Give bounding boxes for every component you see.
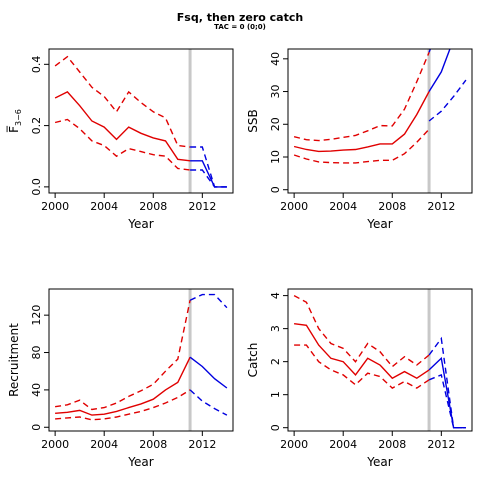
recruitment-panel-ylabel: Recruitment bbox=[7, 323, 21, 397]
f-panel-history-lower-line bbox=[54, 118, 191, 171]
recruitment-panel-xtick-label: 2012 bbox=[188, 438, 216, 451]
f-panel-history-median-line bbox=[54, 91, 191, 162]
catch-panel-xtick-label: 2000 bbox=[280, 438, 308, 451]
ssb-panel-ytick-label: 30 bbox=[269, 85, 282, 99]
catch-panel-ytick-label: 3 bbox=[269, 325, 282, 332]
catch-panel-ytick-label: 1 bbox=[269, 391, 282, 398]
catch-panel-ytick-label: 0 bbox=[269, 424, 282, 431]
f-panel-ylabel: F̅3−6 bbox=[6, 109, 23, 133]
ssb-panel-xtick-label: 2012 bbox=[427, 200, 455, 213]
catch-panel-frame bbox=[287, 288, 473, 432]
f-panel-xtick-label: 2000 bbox=[41, 200, 69, 213]
recruitment-panel-history-lower-line bbox=[55, 389, 191, 421]
recruitment-panel-history-median-line bbox=[55, 356, 191, 416]
ssb-panel-xtick-label: 2008 bbox=[378, 200, 406, 213]
f-panel-ytick-label: 0.2 bbox=[30, 117, 43, 134]
f-panel-projection-lower-line bbox=[190, 169, 227, 188]
f-panel-xtick-label: 2012 bbox=[188, 200, 216, 213]
ssb-panel-ytick-label: 40 bbox=[269, 52, 282, 66]
f-panel-ytick-label: 0.0 bbox=[30, 178, 43, 196]
f-panel-projection-median-line bbox=[190, 160, 227, 188]
f-panel-projection-upper-line bbox=[190, 146, 227, 188]
recruitment-panel: 2000 2004 2008 2012 0 40 80 120 Year Recruitment bbox=[7, 288, 234, 469]
recruitment-panel-frame bbox=[48, 288, 234, 432]
recruitment-panel-ytick-label: 120 bbox=[30, 305, 43, 326]
ssb-panel-xtick-label: 2000 bbox=[280, 200, 308, 213]
ssb-panel-ytick-label: 20 bbox=[269, 117, 282, 131]
f-panel-frame bbox=[48, 48, 234, 194]
f-panel: 2000 2004 2008 2012 0.0 0.2 0.4 Year F̅3−6 bbox=[6, 48, 234, 231]
ssb-panel-ytick-label: 0 bbox=[269, 186, 282, 193]
f-panel-xtick-label: 2008 bbox=[139, 200, 167, 213]
recruitment-panel-ytick-label: 80 bbox=[30, 346, 43, 360]
recruitment-panel-ytick-label: 0 bbox=[30, 424, 43, 431]
catch-panel-xlabel: Year bbox=[366, 455, 392, 469]
catch-panel-xtick-label: 2008 bbox=[378, 438, 406, 451]
catch-panel-xtick-label: 2004 bbox=[329, 438, 357, 451]
f-panel-ytick-label: 0.4 bbox=[30, 56, 43, 74]
f-panel-xlabel: Year bbox=[127, 217, 153, 231]
catch-panel-history-lower-line bbox=[294, 344, 430, 389]
f-panel-history-upper-line bbox=[54, 55, 191, 148]
ssb-panel-projection-upper-line bbox=[428, 49, 432, 53]
ssb-panel: 2000 2004 2008 2012 0 10 20 30 40 Year SSB bbox=[246, 48, 473, 231]
catch-panel-projection-median-line bbox=[428, 356, 466, 429]
chart-subtitle: TAC = 0 (0;0) bbox=[214, 23, 266, 31]
f-panel-xtick-label: 2004 bbox=[90, 200, 118, 213]
recruitment-panel-xlabel: Year bbox=[127, 455, 153, 469]
catch-panel-ytick-label: 2 bbox=[269, 358, 282, 365]
catch-panel-history-median-line bbox=[294, 323, 430, 380]
recruitment-panel-projection-upper-line bbox=[189, 293, 228, 309]
ssb-panel-history-upper-line bbox=[293, 52, 430, 142]
ssb-panel-ylabel: SSB bbox=[246, 109, 260, 132]
ssb-panel-frame bbox=[287, 48, 473, 194]
recruitment-panel-xtick-label: 2000 bbox=[41, 438, 69, 451]
ssb-panel-history-lower-line bbox=[293, 128, 430, 164]
ssb-panel-xlabel: Year bbox=[366, 217, 392, 231]
ssb-panel-ytick-label: 10 bbox=[269, 150, 282, 164]
recruitment-panel-xtick-label: 2004 bbox=[90, 438, 118, 451]
recruitment-panel-history-upper-line bbox=[54, 300, 191, 411]
catch-panel-ylabel: Catch bbox=[246, 343, 260, 378]
ssb-panel-projection-median-line bbox=[428, 49, 451, 92]
recruitment-panel-ytick-label: 40 bbox=[30, 383, 43, 397]
recruitment-panel-xtick-label: 2008 bbox=[139, 438, 167, 451]
ssb-panel-history-median-line bbox=[293, 91, 430, 153]
catch-panel-projection-upper-line bbox=[428, 336, 466, 429]
chart-title: Fsq, then zero catch bbox=[176, 11, 304, 24]
ssb-panel-projection-lower-line bbox=[428, 79, 467, 122]
ssb-panel-xtick-label: 2004 bbox=[329, 200, 357, 213]
catch-panel-ytick-label: 4 bbox=[269, 292, 282, 299]
catch-panel-xtick-label: 2012 bbox=[427, 438, 455, 451]
recruitment-panel-projection-lower-line bbox=[189, 389, 228, 416]
catch-panel-history-upper-line bbox=[293, 294, 430, 368]
recruitment-panel-projection-median-line bbox=[189, 356, 228, 389]
